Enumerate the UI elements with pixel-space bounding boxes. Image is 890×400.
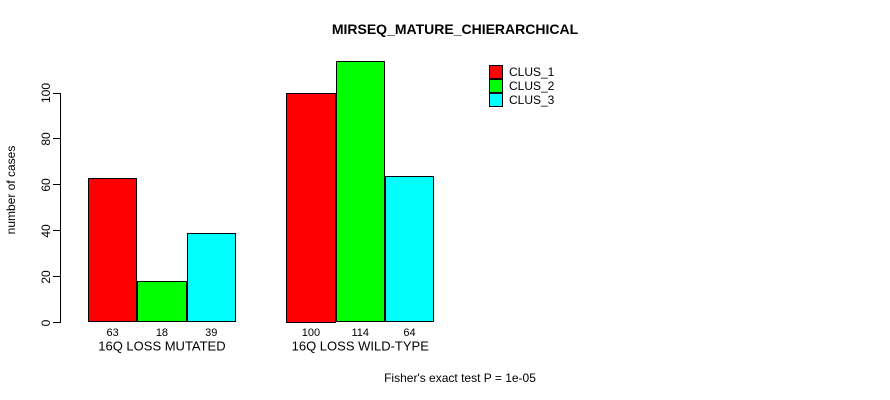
x-category-label: 16Q LOSS WILD-TYPE [291, 338, 429, 354]
legend-item: CLUS_1 [489, 65, 554, 79]
fisher-test-annotation: Fisher's exact test P = 1e-05 [384, 371, 536, 385]
y-tick-label: 60 [39, 178, 53, 192]
bar-value-label: 100 [301, 327, 321, 339]
y-tick-mark [53, 322, 60, 323]
legend-swatch-clus_3 [489, 93, 503, 107]
bar-clus_1-group2 [286, 93, 336, 323]
chart-title: MIRSEQ_MATURE_CHIERARCHICAL [331, 21, 579, 37]
bar-value-label: 39 [205, 327, 218, 339]
bar-clus_3-group2 [384, 175, 435, 323]
y-tick-label: 20 [39, 269, 53, 284]
bar-value-label: 114 [351, 327, 370, 339]
y-tick-mark [53, 276, 60, 278]
legend-label: CLUS_1 [509, 65, 555, 79]
legend-item: CLUS_3 [489, 93, 554, 107]
y-axis-line [60, 93, 61, 323]
legend-label: CLUS_3 [509, 93, 555, 107]
legend: CLUS_1 CLUS_2 CLUS_3 [489, 65, 554, 107]
bar-clus_3-group1 [186, 232, 236, 323]
y-tick-mark [53, 230, 60, 232]
bar-value-label: 64 [403, 327, 416, 339]
bar-clus_2-group2 [335, 60, 385, 323]
legend-label: CLUS_2 [509, 79, 555, 93]
bar-clus_2-group1 [137, 281, 187, 323]
y-tick-label: 40 [39, 224, 53, 238]
y-tick-mark [53, 184, 60, 186]
y-tick-label: 80 [39, 132, 53, 146]
legend-swatch-clus_1 [489, 65, 503, 79]
bar-clus_1-group1 [88, 177, 138, 323]
x-category-label: 16Q LOSS MUTATED [98, 338, 226, 354]
bar-value-label: 18 [155, 327, 169, 339]
legend-swatch-clus_2 [489, 79, 503, 93]
y-tick-label: 100 [39, 82, 53, 104]
y-tick-mark [53, 138, 60, 140]
legend-item: CLUS_2 [489, 79, 554, 93]
y-tick-label: 0 [39, 319, 53, 326]
y-tick-mark [53, 92, 60, 94]
bar-value-label: 63 [106, 327, 119, 339]
